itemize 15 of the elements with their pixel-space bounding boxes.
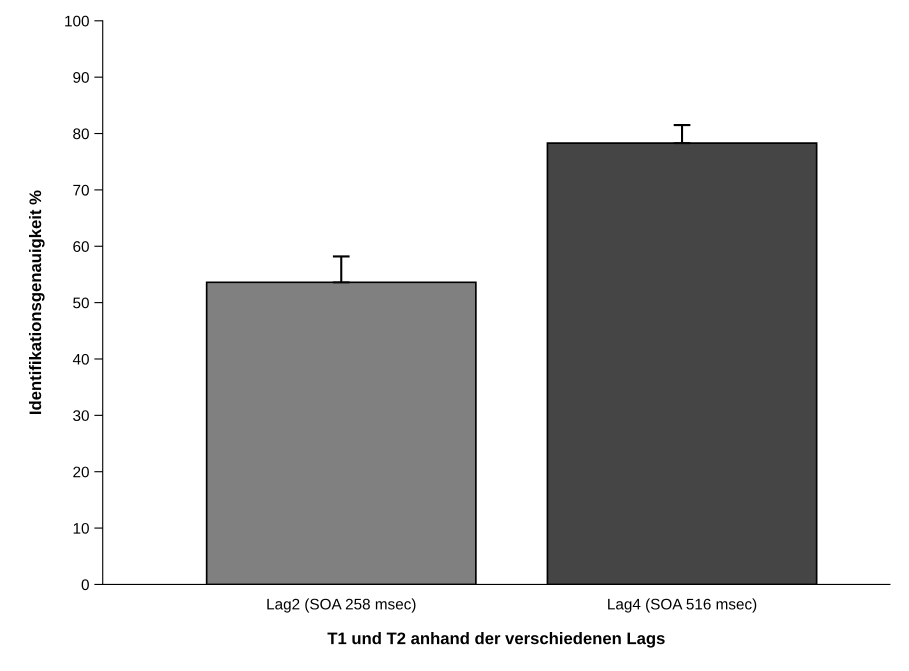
- y-tick-label: 60: [73, 241, 89, 252]
- y-tick-label: 80: [73, 128, 89, 140]
- y-tick-label: 50: [73, 297, 89, 308]
- y-tick-label: 30: [73, 410, 89, 422]
- y-tick-label: 40: [72, 354, 89, 365]
- x-tick-label: Lag2 (SOA 258 msec): [267, 598, 416, 613]
- y-tick-label: 100: [65, 16, 89, 26]
- y-tick-label: 70: [73, 184, 89, 196]
- y-axis-title: Identifikationsgenauigkeit %: [28, 190, 45, 414]
- y-tick-label: 20: [73, 466, 89, 478]
- y-tick-label: 90: [73, 72, 89, 83]
- x-axis-title: T1 und T2 anhand der verschiedenen Lags: [327, 632, 665, 648]
- y-tick-label: 10: [74, 522, 89, 534]
- y-tick-label: 0: [82, 579, 89, 590]
- x-tick-label: Lag4 (SOA 516 msec): [608, 598, 756, 613]
